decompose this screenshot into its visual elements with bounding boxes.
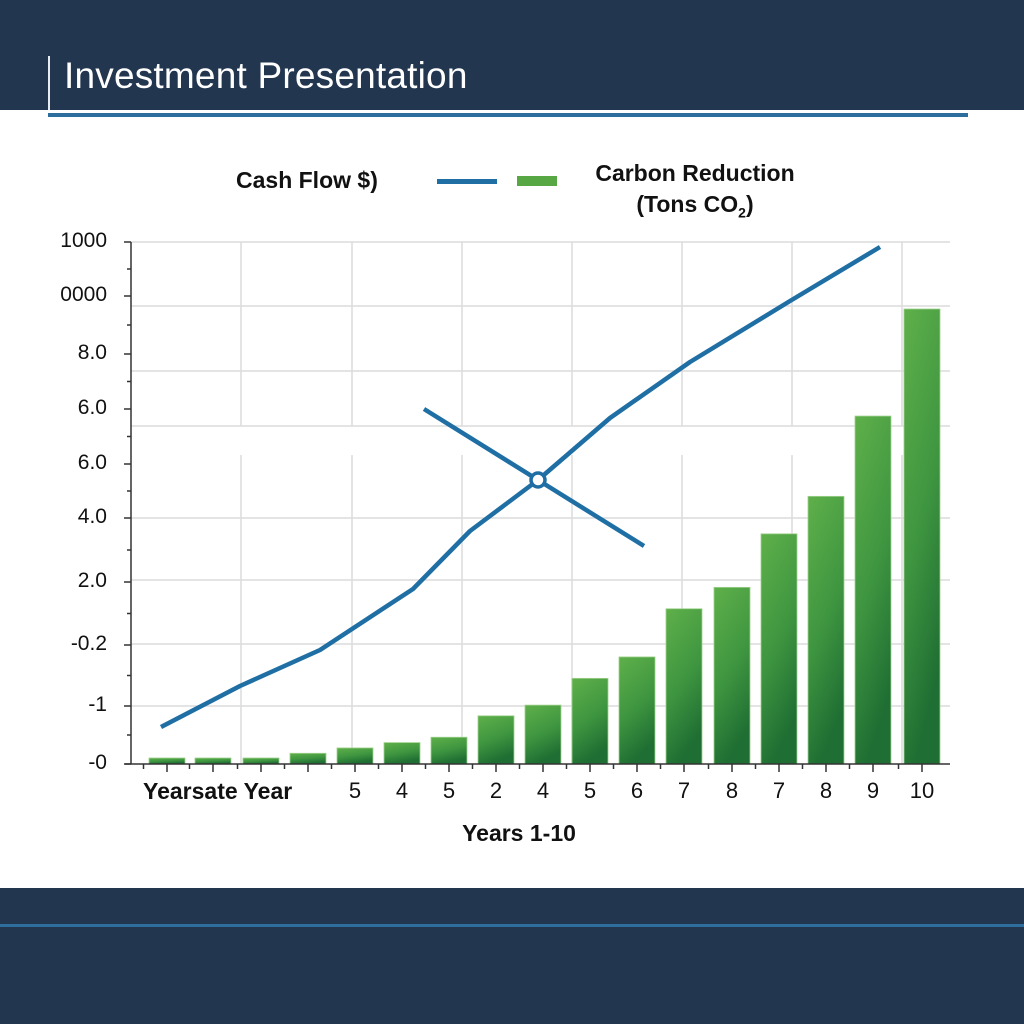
- bar: [524, 704, 562, 765]
- x-tick-label: 7: [772, 778, 786, 803]
- x-tick-label: 10: [909, 778, 935, 803]
- y-tick-label: -1: [88, 693, 107, 716]
- axes: [125, 242, 950, 765]
- y-tick-label: 1000: [60, 229, 107, 252]
- bar: [665, 608, 703, 765]
- legend-carbon-end: ): [745, 191, 754, 217]
- legend-cash-flow-label: Cash Flow $): [236, 167, 378, 193]
- y-tick-label: -0: [88, 751, 107, 774]
- legend-carbon-line2: (Tons CO: [636, 191, 739, 217]
- title-underline: [48, 113, 968, 117]
- x-tick-label: 4: [536, 778, 550, 803]
- bar-series: [148, 308, 941, 765]
- bar: [618, 656, 656, 765]
- bar: [713, 586, 751, 765]
- slide-header: Investment Presentation: [0, 0, 1024, 110]
- y-tick-label: 0000: [60, 283, 107, 306]
- bar: [430, 736, 468, 765]
- bar: [242, 757, 280, 765]
- legend-carbon-swatch-icon: [517, 176, 557, 186]
- y-axis-ticks: [124, 241, 131, 765]
- bar: [760, 533, 798, 765]
- bar: [854, 415, 892, 765]
- x-tick-label: 5: [583, 778, 597, 803]
- legend-carbon-label: Carbon Reduction (Tons CO2): [560, 158, 830, 229]
- bar: [383, 742, 421, 765]
- bar: [477, 715, 515, 765]
- x-tick-label: 4: [395, 778, 409, 803]
- bar: [194, 757, 232, 765]
- x-tick-label: 2: [489, 778, 503, 803]
- footer-accent-line: [0, 924, 1024, 927]
- legend-cash-flow-line-icon: [437, 179, 497, 184]
- legend-carbon-subscript: 2: [738, 204, 746, 221]
- y-tick-label: 6.0: [77, 396, 107, 419]
- bar: [571, 677, 609, 765]
- x-tick-label: 5: [442, 778, 456, 803]
- y-tick-label: 4.0: [77, 505, 107, 528]
- x-tick-label: 5: [348, 778, 362, 803]
- x-tick-label: 9: [866, 778, 880, 803]
- slide-footer: [0, 888, 1024, 1024]
- x-axis-ticks: [142, 764, 923, 772]
- x-tick-label: 8: [819, 778, 833, 803]
- bar: [807, 495, 845, 765]
- legend-carbon-line1: Carbon Reduction: [595, 160, 795, 186]
- slide-title: Investment Presentation: [64, 55, 468, 96]
- bar: [336, 747, 374, 765]
- x-tick-label: 6: [630, 778, 644, 803]
- x-tick-label: 8: [725, 778, 739, 803]
- y-tick-label: 2.0: [77, 569, 107, 592]
- y-tick-label: -0.2: [70, 632, 107, 655]
- header-accent-bar: [48, 56, 50, 110]
- y-tick-label: 8.0: [77, 341, 107, 364]
- bar: [903, 308, 941, 765]
- bar: [289, 752, 327, 765]
- crossing-point-marker: [529, 471, 547, 489]
- x-tick-label: 7: [677, 778, 691, 803]
- y-tick-label: 6.0: [77, 451, 107, 474]
- x-axis-first-label: Yearsate Year: [143, 778, 293, 804]
- bar: [148, 757, 186, 765]
- x-axis-title: Years 1-10: [462, 820, 576, 846]
